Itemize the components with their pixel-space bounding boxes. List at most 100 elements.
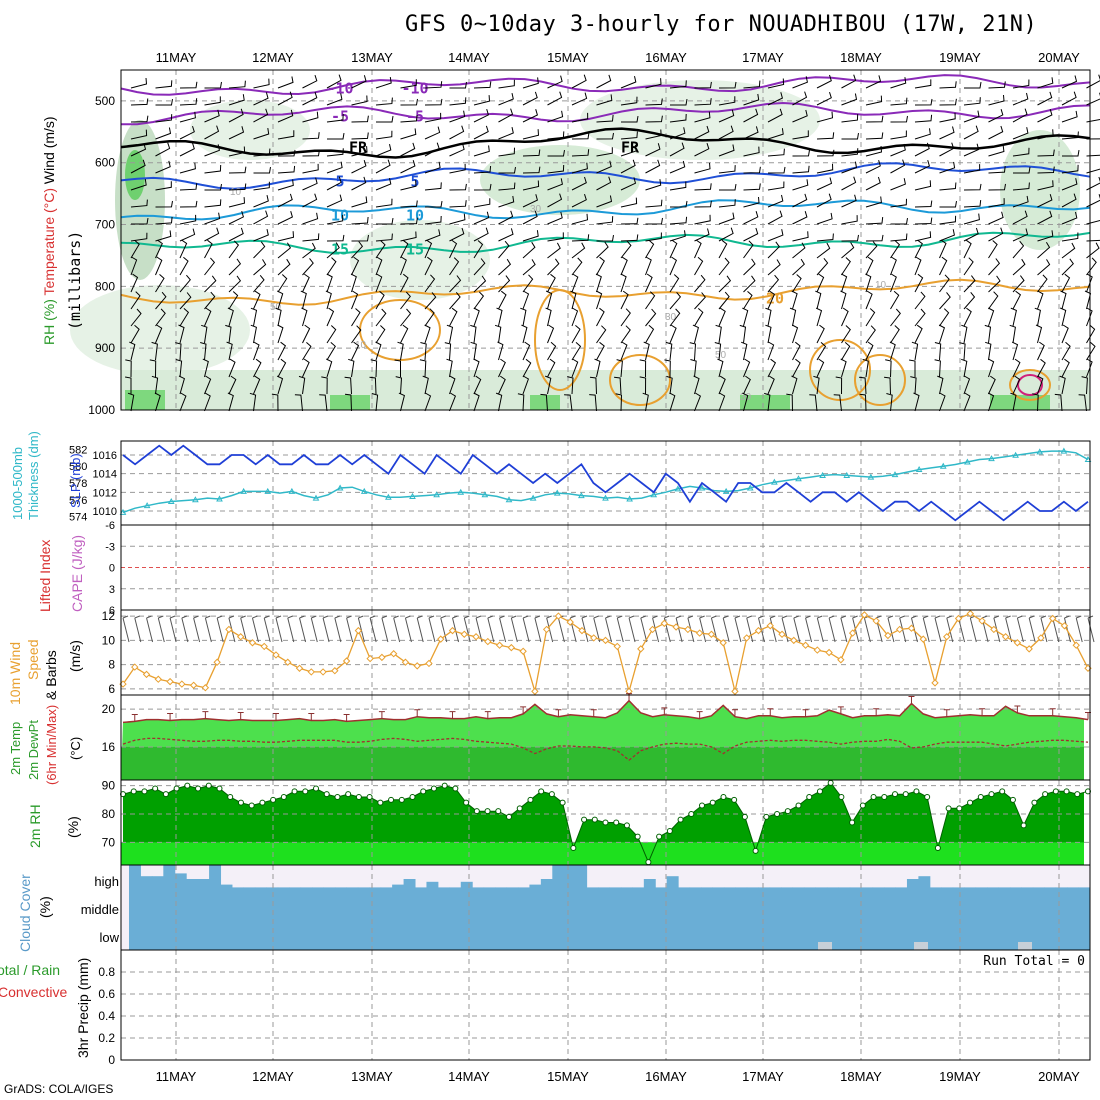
wind-barb xyxy=(1037,129,1054,140)
wind-barb xyxy=(865,132,884,140)
wind-barb xyxy=(694,274,706,293)
date-label-top: 17MAY xyxy=(742,50,784,65)
wind-barb xyxy=(669,181,687,191)
wind-speed-marker xyxy=(848,629,857,637)
wind-barb xyxy=(277,358,287,378)
wind-barb xyxy=(1012,275,1025,293)
cloud-ylabel-units: (%) xyxy=(37,896,53,918)
rh-marker xyxy=(956,805,963,812)
wind-barb xyxy=(939,308,950,327)
wind-barb xyxy=(890,233,908,242)
cloud-high-bar xyxy=(803,887,816,893)
wind-barb xyxy=(130,308,142,327)
pressure-tick-label: 900 xyxy=(95,341,115,355)
wind-barb xyxy=(522,241,536,259)
wind-barb xyxy=(226,341,233,361)
wind-barb xyxy=(130,199,148,208)
rh-marker xyxy=(227,794,234,800)
wind-barb xyxy=(718,275,732,293)
wind-barb xyxy=(1086,176,1100,191)
wind-speed-marker xyxy=(954,614,963,623)
wind-barb xyxy=(351,115,369,123)
li-tick: 6 xyxy=(109,605,115,617)
wind-barb xyxy=(669,200,688,208)
wind-barb xyxy=(204,275,217,293)
wind-barb xyxy=(302,132,320,140)
wind-barb xyxy=(204,257,216,276)
rh-marker xyxy=(130,788,137,795)
wind-speed-marker xyxy=(707,630,716,638)
wind-barb xyxy=(934,359,941,378)
wind-barb xyxy=(522,358,532,378)
cloud-high-bar xyxy=(1044,887,1057,893)
wind-barb xyxy=(253,148,271,157)
wind-barb xyxy=(988,183,1006,191)
upper-air-ylabel: RH (%) Temperature (°C) Wind (m/s) xyxy=(41,116,57,345)
wind-barb xyxy=(228,375,237,395)
surface-wind-barb xyxy=(534,615,542,643)
wind-barb xyxy=(228,275,242,293)
wind-barb xyxy=(179,200,198,208)
thickness-line xyxy=(122,450,1089,514)
wind-barb xyxy=(494,324,502,344)
wind-barb xyxy=(1086,194,1100,208)
surface-wind-barb xyxy=(628,615,636,643)
wind-barb xyxy=(547,358,556,378)
wind-barb xyxy=(253,241,266,259)
wind-barb xyxy=(179,142,195,157)
wind-barb xyxy=(739,324,747,344)
wind-barb xyxy=(449,125,465,140)
wind-barb xyxy=(130,98,149,106)
wind-barb xyxy=(767,92,783,106)
wind-barb xyxy=(400,160,416,174)
wind-barb xyxy=(400,114,418,123)
wind-speed-marker xyxy=(1001,633,1010,641)
wind-barb xyxy=(934,342,942,361)
wind-speed-marker xyxy=(895,625,904,634)
wind-barb xyxy=(914,239,923,259)
wind-barb xyxy=(424,256,433,276)
wind-speed-marker xyxy=(531,687,539,696)
cloud-high-bar xyxy=(231,887,244,893)
wind-barb xyxy=(614,376,622,395)
wind-barb xyxy=(642,392,649,412)
wind-barb xyxy=(375,130,393,140)
rh-marker xyxy=(656,833,663,840)
wind-barb xyxy=(694,228,710,242)
wind-barb xyxy=(1086,118,1100,123)
wind-barb xyxy=(547,178,563,191)
wind-barb xyxy=(253,181,270,191)
isotherm-label: 15 xyxy=(331,240,349,258)
rh-marker xyxy=(752,847,759,854)
wind-barb xyxy=(1086,219,1100,225)
wind-speed-marker xyxy=(719,639,727,647)
surface-wind-barb xyxy=(675,615,683,643)
rh-marker xyxy=(302,788,309,795)
wind-barb xyxy=(204,291,216,310)
wind-barb xyxy=(498,167,516,174)
wind-barb xyxy=(645,115,663,123)
wind-barb xyxy=(449,307,458,327)
thickness-marker xyxy=(288,487,296,494)
wind-speed-line xyxy=(122,612,1089,694)
wind-barb xyxy=(204,307,212,327)
temp-maxmin-bar xyxy=(979,708,986,716)
wind-barb xyxy=(227,392,234,412)
wind-barb xyxy=(620,144,637,157)
wind-barb xyxy=(694,392,702,412)
wind-barb xyxy=(939,161,956,174)
wind-barb xyxy=(302,74,318,89)
wind-barb xyxy=(155,324,163,344)
rh-marker xyxy=(259,799,266,806)
wind-barb xyxy=(326,113,344,123)
wind-barb xyxy=(914,273,924,293)
wind-barb xyxy=(571,176,587,191)
wind-barb xyxy=(939,392,946,412)
date-label-top: 19MAY xyxy=(939,50,981,65)
wind-speed-marker xyxy=(860,611,869,619)
wind-barb xyxy=(277,109,294,123)
wind-barb xyxy=(129,341,136,361)
wind-barb xyxy=(1061,110,1078,123)
wind-barb xyxy=(200,342,207,361)
wind-barb xyxy=(424,324,431,344)
